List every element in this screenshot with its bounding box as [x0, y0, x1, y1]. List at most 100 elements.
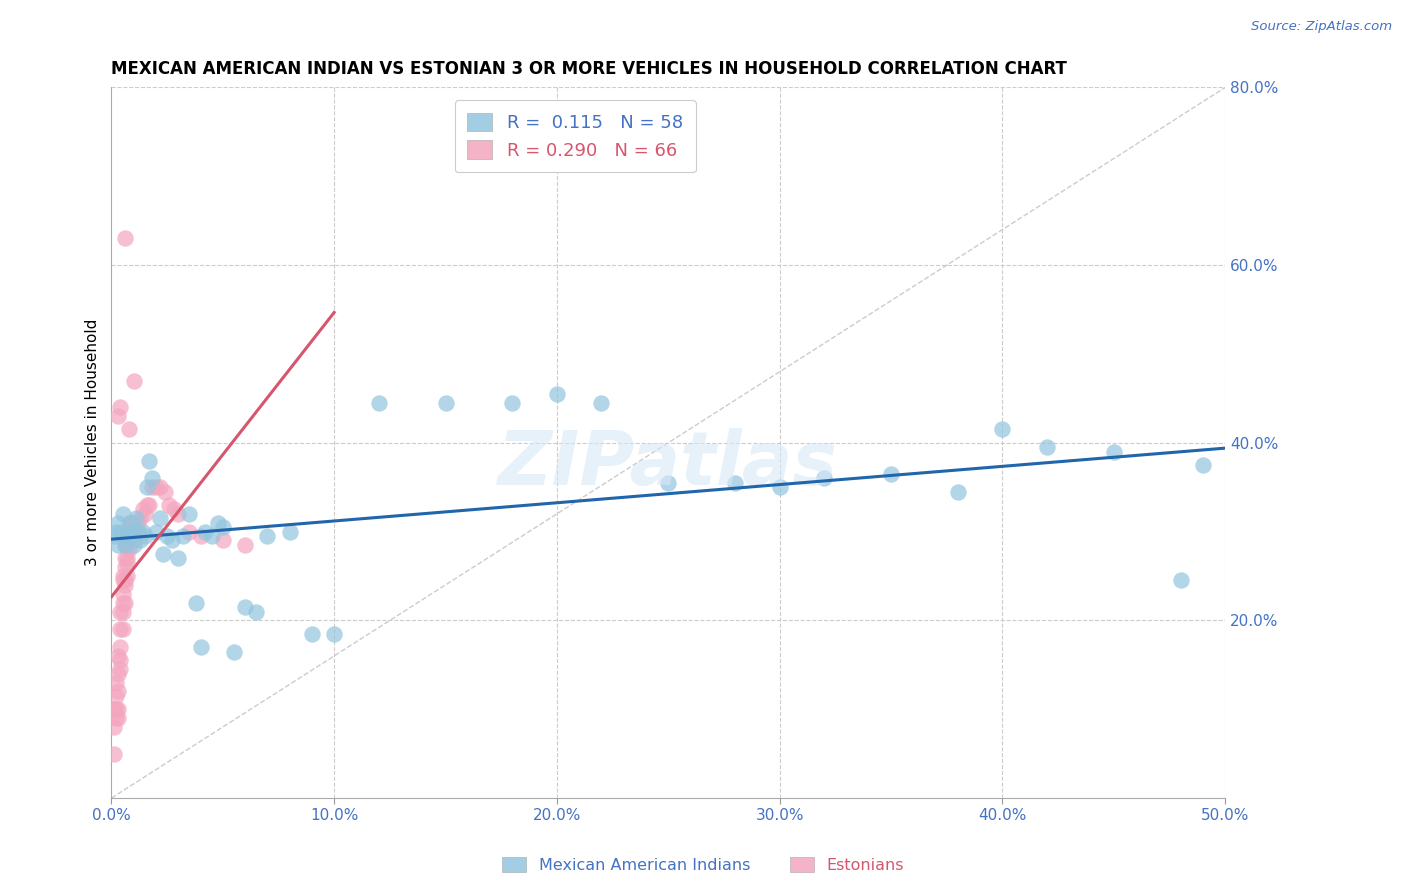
Point	[149, 511, 172, 525]
Text: Source: ZipAtlas.com: Source: ZipAtlas.com	[1251, 20, 1392, 33]
Point	[114, 538, 136, 552]
Point	[134, 529, 156, 543]
Point	[145, 524, 167, 539]
Point	[323, 626, 346, 640]
Text: MEXICAN AMERICAN INDIAN VS ESTONIAN 3 OR MORE VEHICLES IN HOUSEHOLD CORRELATION : MEXICAN AMERICAN INDIAN VS ESTONIAN 3 OR…	[111, 60, 1067, 78]
Point	[111, 587, 134, 601]
Point	[1192, 458, 1215, 472]
Point	[127, 524, 149, 539]
Point	[129, 533, 152, 548]
Point	[115, 551, 138, 566]
Point	[157, 498, 180, 512]
Point	[1036, 440, 1059, 454]
Point	[724, 475, 747, 490]
Point	[110, 401, 132, 415]
Point	[118, 524, 141, 539]
Point	[115, 529, 138, 543]
Point	[172, 529, 194, 543]
Point	[104, 711, 127, 725]
Point	[1102, 444, 1125, 458]
Point	[136, 498, 159, 512]
Point	[138, 498, 160, 512]
Point	[122, 516, 145, 530]
Point	[129, 511, 152, 525]
Point	[115, 524, 138, 539]
Point	[111, 596, 134, 610]
Point	[107, 648, 129, 663]
Point	[813, 471, 835, 485]
Point	[179, 507, 201, 521]
Point	[769, 480, 792, 494]
Point	[110, 622, 132, 636]
Point	[160, 533, 183, 548]
Point	[167, 551, 190, 566]
Point	[149, 480, 172, 494]
Point	[120, 516, 142, 530]
Point	[107, 711, 129, 725]
Point	[110, 662, 132, 676]
Point	[104, 524, 127, 539]
Point	[103, 720, 125, 734]
Point	[167, 507, 190, 521]
Point	[115, 556, 138, 570]
Point	[946, 484, 969, 499]
Point	[233, 538, 256, 552]
Point	[153, 484, 176, 499]
Point	[111, 507, 134, 521]
Point	[114, 551, 136, 566]
Point	[110, 653, 132, 667]
Point	[122, 538, 145, 552]
Point	[118, 533, 141, 548]
Point	[120, 529, 142, 543]
Point	[107, 702, 129, 716]
Point	[114, 538, 136, 552]
Point	[118, 516, 141, 530]
Point	[115, 538, 138, 552]
Point	[256, 529, 278, 543]
Point	[118, 542, 141, 557]
Point	[546, 387, 568, 401]
Point	[107, 516, 129, 530]
Point	[131, 524, 153, 539]
Legend: R =  0.115   N = 58, R = 0.290   N = 66: R = 0.115 N = 58, R = 0.290 N = 66	[454, 100, 696, 172]
Legend: Mexican American Indians, Estonians: Mexican American Indians, Estonians	[495, 851, 911, 880]
Point	[111, 622, 134, 636]
Point	[114, 578, 136, 592]
Point	[880, 467, 903, 481]
Point	[152, 547, 174, 561]
Point	[104, 689, 127, 703]
Point	[114, 560, 136, 574]
Point	[122, 374, 145, 388]
Point	[145, 480, 167, 494]
Point	[1170, 574, 1192, 588]
Point	[111, 529, 134, 543]
Point	[114, 574, 136, 588]
Point	[184, 596, 207, 610]
Point	[103, 529, 125, 543]
Point	[107, 538, 129, 552]
Point	[125, 511, 148, 525]
Point	[111, 569, 134, 583]
Point	[141, 480, 163, 494]
Point	[138, 453, 160, 467]
Point	[134, 507, 156, 521]
Point	[122, 524, 145, 539]
Point	[127, 516, 149, 530]
Point	[118, 422, 141, 436]
Point	[104, 675, 127, 690]
Point	[118, 529, 141, 543]
Point	[434, 396, 457, 410]
Point	[657, 475, 679, 490]
Point	[991, 422, 1014, 436]
Point	[114, 596, 136, 610]
Point	[245, 605, 267, 619]
Point	[194, 524, 217, 539]
Point	[136, 480, 159, 494]
Point	[190, 529, 212, 543]
Point	[110, 524, 132, 539]
Point	[103, 747, 125, 761]
Point	[111, 574, 134, 588]
Point	[103, 702, 125, 716]
Point	[211, 520, 233, 534]
Point	[190, 640, 212, 654]
